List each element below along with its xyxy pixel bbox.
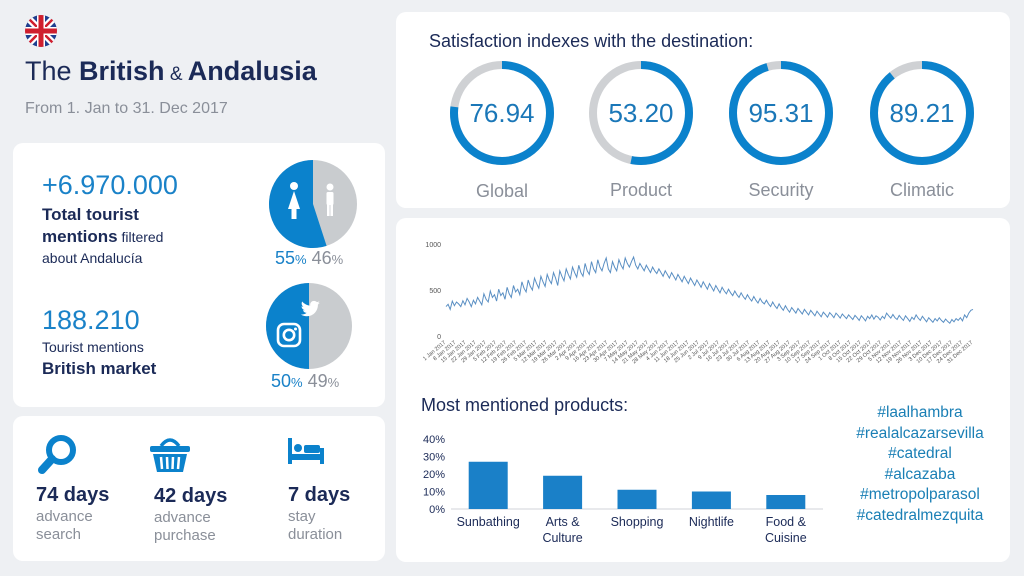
mentions-card: +6.970.000 Total tourist mentions filter… bbox=[13, 143, 385, 407]
british-mentions-value: 188.210 bbox=[42, 305, 140, 335]
hashtag: #catedralmezquita bbox=[856, 506, 984, 524]
advance-search-value: 74 days bbox=[36, 484, 110, 506]
bar-y-tick-label: 0% bbox=[429, 504, 445, 516]
advance-purchase-label: advance purchase bbox=[154, 509, 216, 544]
y-tick-label: 0 bbox=[437, 334, 441, 341]
social-pie bbox=[266, 283, 352, 369]
bar-arts bbox=[543, 475, 583, 509]
bar-shopping bbox=[617, 489, 657, 509]
bar-y-tick-label: 40% bbox=[423, 434, 445, 446]
gauge-value-global: 76.94 bbox=[469, 98, 534, 128]
bar-y-tick-label: 30% bbox=[423, 452, 445, 464]
female-icon bbox=[288, 182, 300, 219]
gender-percentages: 55% 46% bbox=[275, 248, 344, 268]
bar-category-label: Shopping bbox=[611, 515, 664, 529]
social-percentages: 50% 49% bbox=[271, 371, 340, 391]
satisfaction-gauges: 76.94 53.20 95.31 89.21 bbox=[450, 61, 974, 165]
total-mentions-label: Total tourist mentions filtered about An… bbox=[42, 205, 164, 266]
stats-card: 74 days advance search 42 days advance pur… bbox=[13, 416, 385, 561]
hashtag: #alcazaba bbox=[884, 465, 956, 483]
gauge-value-security: 95.31 bbox=[748, 98, 813, 128]
bar-category-label: Nightlife bbox=[689, 515, 734, 529]
bar-category-label: Arts & Culture bbox=[542, 515, 582, 545]
hashtag-list: #laalhambra #realalcazarsevilla #catedral #… bbox=[840, 403, 1000, 526]
male-icon bbox=[326, 183, 334, 216]
products-title: Most mentioned products: bbox=[421, 395, 629, 415]
page-title: The British & Andalusia bbox=[25, 56, 317, 86]
y-tick-label: 1000 bbox=[425, 242, 441, 249]
mentions-series-line bbox=[445, 255, 974, 324]
bar-category-label: Sunbathing bbox=[457, 515, 520, 529]
stay-duration-value: 7 days bbox=[288, 484, 351, 506]
bar-nightlife bbox=[691, 491, 731, 509]
stay-duration-label: stay duration bbox=[288, 508, 343, 543]
satisfaction-card bbox=[396, 12, 1010, 208]
gauge-label-climatic: Climatic bbox=[889, 180, 954, 200]
hashtag: #catedral bbox=[888, 445, 952, 462]
total-mentions-value: +6.970.000 bbox=[42, 170, 178, 200]
gauge-label-global: Global bbox=[475, 181, 529, 201]
hashtag: #realalcazarsevilla bbox=[856, 424, 984, 442]
bed-icon bbox=[288, 438, 324, 464]
gauge-fill-global bbox=[450, 61, 554, 165]
date-range: From 1. Jan to 31. Dec 2017 bbox=[25, 100, 228, 117]
gauge-fill-security bbox=[729, 61, 833, 165]
hashtag: #laalhambra bbox=[877, 404, 963, 421]
bar-sunbathing bbox=[468, 461, 508, 509]
gauge-fill-climatic bbox=[870, 61, 974, 165]
gauge-value-product: 53.20 bbox=[608, 98, 673, 128]
british-mentions-label: Tourist mentions British market bbox=[42, 339, 157, 378]
advance-purchase-value: 42 days bbox=[154, 485, 228, 507]
bar-category-label: Food & Cuisine bbox=[765, 515, 807, 545]
satisfaction-title: Satisfaction indexes with the destinatio… bbox=[429, 31, 754, 51]
instagram-dot bbox=[294, 327, 297, 331]
gauge-label-security: Security bbox=[748, 180, 814, 200]
twitter-icon bbox=[300, 300, 320, 317]
pie-slice-instagram bbox=[266, 283, 309, 369]
bar-y-tick-label: 20% bbox=[423, 469, 445, 481]
magnifier-icon bbox=[38, 435, 76, 474]
products-bar-chart: 0% 10% 20% 30% 40% Sunbathing Arts & Culture Sho… bbox=[423, 434, 823, 545]
gender-pie bbox=[269, 160, 357, 248]
gauge-value-climatic: 89.21 bbox=[889, 98, 954, 128]
basket-icon bbox=[150, 438, 190, 472]
advance-search-label: advance search bbox=[36, 508, 93, 543]
bar-y-tick-label: 10% bbox=[423, 487, 445, 499]
hashtag: #metropolparasol bbox=[860, 486, 980, 503]
gauge-fill-product bbox=[589, 61, 693, 165]
gauge-label-product: Product bbox=[609, 180, 673, 200]
y-tick-label: 500 bbox=[429, 288, 441, 295]
bar-food bbox=[766, 495, 806, 509]
uk-flag-icon bbox=[25, 15, 57, 47]
instagram-icon bbox=[276, 322, 302, 348]
